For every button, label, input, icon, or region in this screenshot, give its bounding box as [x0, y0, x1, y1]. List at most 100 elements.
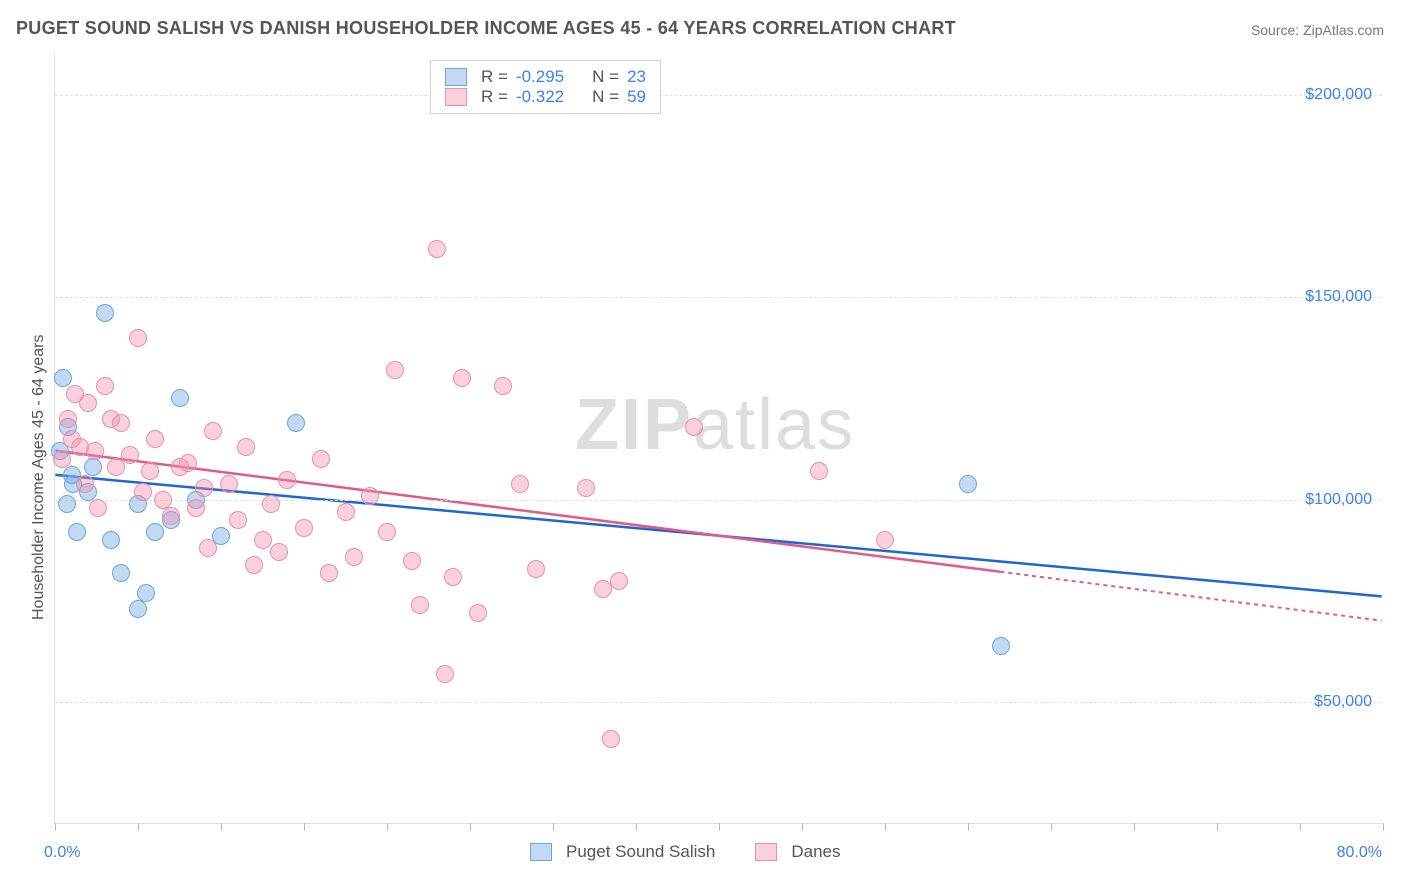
data-point-salish — [287, 414, 305, 432]
x-axis-min-label: 0.0% — [44, 844, 80, 862]
data-point-danes — [594, 580, 612, 598]
N-label: N = — [592, 87, 619, 107]
N-value-salish: 23 — [627, 67, 646, 87]
x-tick — [885, 823, 886, 831]
data-point-danes — [262, 495, 280, 513]
data-point-danes — [610, 572, 628, 590]
data-point-danes — [220, 475, 238, 493]
data-point-danes — [403, 552, 421, 570]
R-value-salish: -0.295 — [516, 67, 564, 87]
data-point-salish — [112, 564, 130, 582]
stats-row-salish: R = -0.295 N = 23 — [445, 67, 646, 87]
data-point-danes — [162, 507, 180, 525]
x-tick — [1051, 823, 1052, 831]
y-tick-label: $100,000 — [1305, 491, 1372, 509]
R-value-danes: -0.322 — [516, 87, 564, 107]
data-point-danes — [195, 479, 213, 497]
data-point-danes — [386, 361, 404, 379]
x-tick — [636, 823, 637, 831]
N-value-danes: 59 — [627, 87, 646, 107]
data-point-danes — [112, 414, 130, 432]
data-point-danes — [76, 475, 94, 493]
x-tick — [221, 823, 222, 831]
legend-label-danes: Danes — [791, 842, 840, 862]
gridline-y — [55, 702, 1382, 703]
legend-label-salish: Puget Sound Salish — [566, 842, 715, 862]
data-point-danes — [270, 543, 288, 561]
data-point-salish — [959, 475, 977, 493]
legend-swatch-salish — [530, 843, 552, 861]
data-point-danes — [378, 523, 396, 541]
x-tick — [304, 823, 305, 831]
y-tick-label: $200,000 — [1305, 86, 1372, 104]
data-point-danes — [121, 446, 139, 464]
x-tick — [55, 823, 56, 831]
data-point-salish — [102, 531, 120, 549]
data-point-danes — [86, 442, 104, 460]
data-point-danes — [59, 410, 77, 428]
x-tick — [1300, 823, 1301, 831]
trendline-danes-extrapolated — [1000, 572, 1381, 621]
x-tick — [802, 823, 803, 831]
data-point-danes — [96, 377, 114, 395]
bottom-legend: Puget Sound Salish Danes — [530, 842, 840, 862]
x-tick — [387, 823, 388, 831]
data-point-danes — [494, 377, 512, 395]
gridline-y — [55, 297, 1382, 298]
data-point-danes — [79, 394, 97, 412]
data-point-danes — [199, 539, 217, 557]
data-point-danes — [187, 499, 205, 517]
data-point-danes — [876, 531, 894, 549]
swatch-danes — [445, 88, 467, 106]
legend-item-salish: Puget Sound Salish — [530, 842, 715, 862]
data-point-danes — [602, 730, 620, 748]
x-tick — [138, 823, 139, 831]
data-point-danes — [444, 568, 462, 586]
data-point-danes — [134, 483, 152, 501]
data-point-salish — [54, 369, 72, 387]
watermark-bold: ZIP — [575, 385, 693, 465]
data-point-danes — [337, 503, 355, 521]
watermark: ZIPatlas — [575, 384, 855, 466]
gridline-y — [55, 500, 1382, 501]
data-point-danes — [577, 479, 595, 497]
data-point-salish — [84, 458, 102, 476]
data-point-danes — [469, 604, 487, 622]
y-axis-title: Householder Income Ages 45 - 64 years — [30, 335, 48, 621]
x-tick — [1134, 823, 1135, 831]
swatch-salish — [445, 68, 467, 86]
data-point-salish — [992, 637, 1010, 655]
data-point-danes — [89, 499, 107, 517]
data-point-danes — [511, 475, 529, 493]
data-point-danes — [428, 240, 446, 258]
data-point-danes — [320, 564, 338, 582]
data-point-danes — [204, 422, 222, 440]
source-attribution: Source: ZipAtlas.com — [1251, 22, 1384, 38]
data-point-salish — [137, 584, 155, 602]
data-point-danes — [237, 438, 255, 456]
plot-area: ZIPatlas $50,000$100,000$150,000$200,000 — [54, 54, 1382, 824]
data-point-salish — [58, 495, 76, 513]
data-point-danes — [254, 531, 272, 549]
x-tick — [470, 823, 471, 831]
y-tick-label: $150,000 — [1305, 288, 1372, 306]
x-tick — [1383, 823, 1384, 831]
N-label: N = — [592, 67, 619, 87]
data-point-danes — [810, 462, 828, 480]
watermark-rest: atlas — [693, 385, 855, 465]
trendlines-layer — [55, 54, 1382, 823]
data-point-danes — [436, 665, 454, 683]
R-label: R = — [481, 67, 508, 87]
stats-row-danes: R = -0.322 N = 59 — [445, 87, 646, 107]
R-label: R = — [481, 87, 508, 107]
data-point-danes — [411, 596, 429, 614]
data-point-danes — [129, 329, 147, 347]
stats-legend: R = -0.295 N = 23 R = -0.322 N = 59 — [430, 60, 661, 114]
data-point-danes — [53, 450, 71, 468]
x-tick — [1217, 823, 1218, 831]
data-point-danes — [345, 548, 363, 566]
legend-swatch-danes — [755, 843, 777, 861]
data-point-danes — [146, 430, 164, 448]
data-point-salish — [171, 389, 189, 407]
chart-title: PUGET SOUND SALISH VS DANISH HOUSEHOLDER… — [16, 18, 956, 39]
